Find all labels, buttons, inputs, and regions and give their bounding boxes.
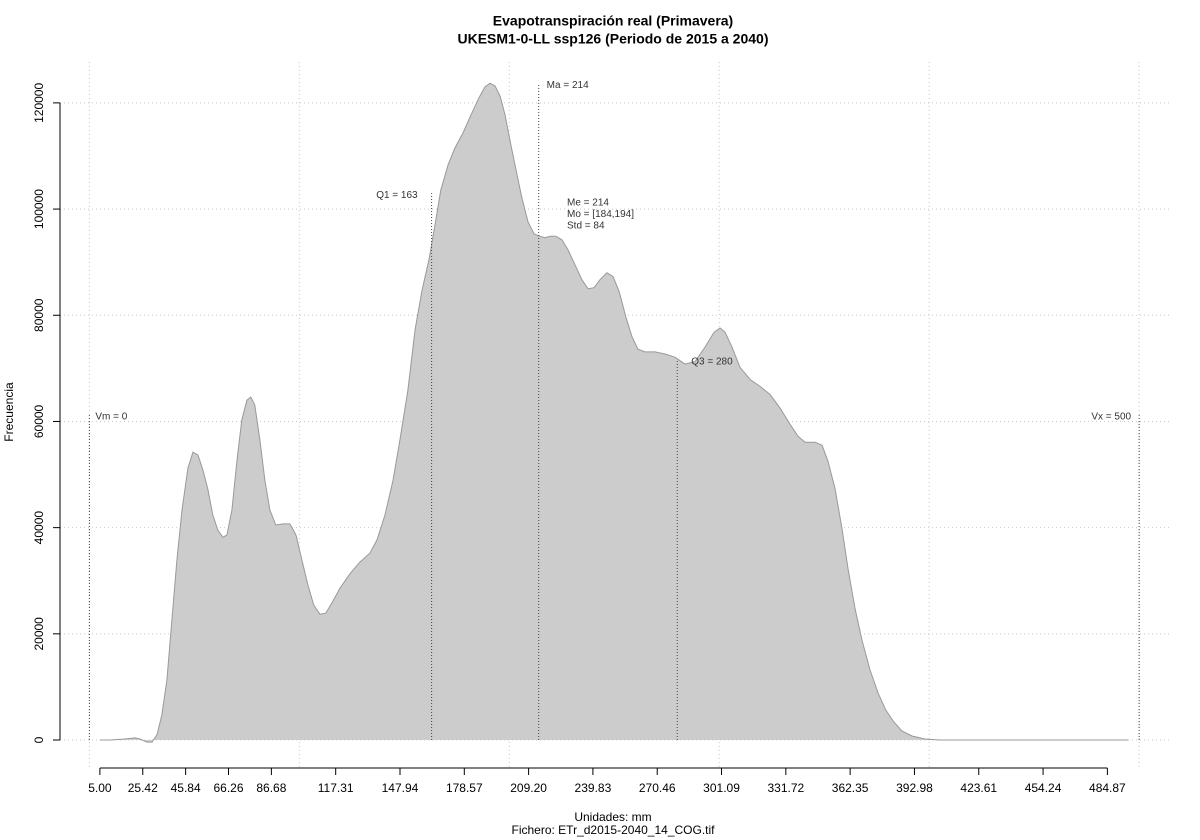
chart-subtitle: UKESM1-0-LL ssp126 (Periodo de 2015 a 20… [458, 31, 769, 47]
x-tick-label: 209.20 [510, 781, 547, 795]
annotation-label: Q1 = 163 [376, 190, 418, 201]
y-tick-label: 100000 [32, 189, 46, 229]
x-tick-label: 25.42 [128, 781, 158, 795]
x-tick-label: 301.09 [703, 781, 740, 795]
annotation-label: Vx = 500 [1091, 412, 1131, 423]
annotation-label: Vm = 0 [95, 412, 127, 423]
annotation-label: Q3 = 280 [691, 357, 733, 368]
y-tick-label: 0 [32, 736, 46, 743]
chart-title: Evapotranspiración real (Primavera) [493, 13, 733, 29]
x-tick-label: 178.57 [446, 781, 483, 795]
x-tick-label: 66.26 [213, 781, 243, 795]
x-tick-label: 392.98 [896, 781, 933, 795]
stat-label: Me = 214 [567, 198, 609, 209]
x-tick-label: 423.61 [960, 781, 997, 795]
x-tick-label: 147.94 [382, 781, 419, 795]
x-tick-label: 117.31 [318, 781, 354, 795]
y-tick-label: 40000 [32, 511, 46, 545]
x-tick-label: 454.24 [1025, 781, 1062, 795]
x-tick-label: 270.46 [639, 781, 676, 795]
stat-label: Std = 84 [567, 221, 605, 232]
x-tick-label: 239.83 [575, 781, 612, 795]
y-axis-label: Frecuencia [2, 382, 16, 442]
y-tick-label: 80000 [32, 298, 46, 332]
x-tick-label: 331.72 [767, 781, 804, 795]
annotation-label: Ma = 214 [547, 80, 589, 91]
caption: Fichero: ETr_d2015-2040_14_COG.tif [512, 823, 716, 837]
y-tick-label: 20000 [32, 617, 46, 651]
x-tick-label: 86.68 [256, 781, 286, 795]
x-tick-label: 484.87 [1089, 781, 1126, 795]
density-line [99, 82, 1128, 743]
x-tick-label: 362.35 [832, 781, 869, 795]
y-tick-label: 60000 [32, 404, 46, 438]
x-tick-label: 45.84 [171, 781, 201, 795]
stat-label: Mo = [184,194] [567, 209, 634, 220]
density-area [99, 83, 1129, 743]
x-axis-label: Unidades: mm [574, 810, 651, 824]
y-tick-label: 120000 [32, 83, 46, 123]
x-tick-label: 5.00 [88, 781, 112, 795]
